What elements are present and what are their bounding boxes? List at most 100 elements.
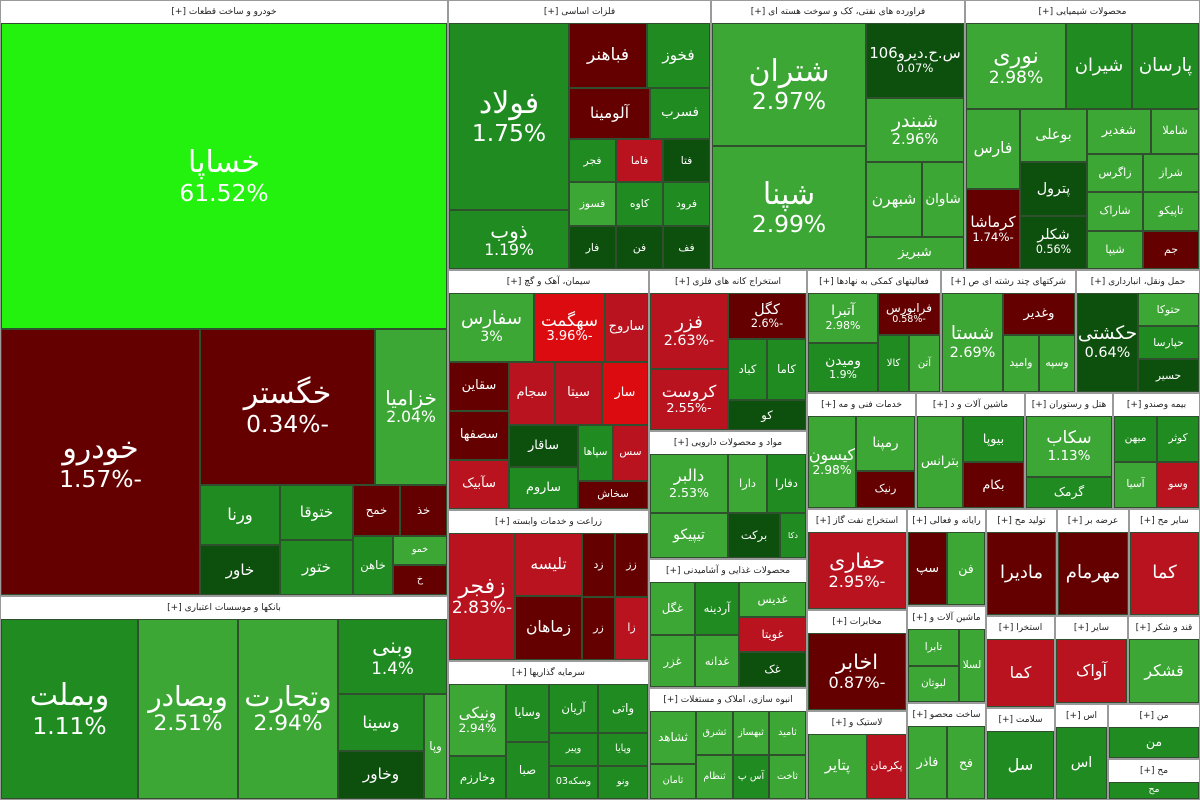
stock-tile[interactable]: ثنظام xyxy=(696,755,733,799)
stock-tile[interactable]: ثبهساز xyxy=(733,711,769,755)
stock-tile[interactable]: فن xyxy=(947,532,985,605)
stock-tile[interactable]: ثامان xyxy=(650,764,696,799)
stock-tile[interactable]: فتا xyxy=(663,139,710,182)
stock-tile[interactable]: دکا xyxy=(780,513,806,558)
stock-tile[interactable]: کما xyxy=(1130,532,1199,615)
stock-tile[interactable]: شکلر 0.56% xyxy=(1020,216,1087,269)
sector-header[interactable]: سیمان، آهک و گچ [+] xyxy=(449,271,648,294)
stock-tile[interactable]: زفجر -2.83% xyxy=(449,533,515,660)
stock-tile[interactable]: شبهرن xyxy=(866,162,922,237)
stock-tile[interactable]: شراز xyxy=(1143,154,1199,192)
stock-tile[interactable]: وسکه03 xyxy=(549,766,598,799)
stock-tile[interactable]: غزر xyxy=(650,635,695,687)
stock-tile[interactable]: صبا xyxy=(506,742,549,799)
stock-tile[interactable]: سجام xyxy=(509,362,555,425)
stock-tile[interactable]: شبندر 2.96% xyxy=(866,98,964,162)
stock-tile[interactable]: قشکر xyxy=(1129,639,1199,703)
stock-tile[interactable]: فزر -2.63% xyxy=(650,293,728,369)
stock-tile[interactable]: آسیا xyxy=(1114,462,1157,508)
stock-tile[interactable]: فاذر xyxy=(908,726,947,799)
stock-tile[interactable]: سل xyxy=(987,731,1054,799)
stock-tile[interactable]: سپ xyxy=(908,532,947,605)
stock-tile[interactable]: وسایا xyxy=(506,684,549,742)
stock-tile[interactable]: حکشتی 0.64% xyxy=(1077,293,1138,392)
sector-header[interactable]: هتل و رستوران [+] xyxy=(1026,394,1112,417)
stock-tile[interactable]: آلومینا xyxy=(569,88,650,139)
stock-tile[interactable]: نوری 2.98% xyxy=(966,23,1066,109)
stock-tile[interactable]: ورنا xyxy=(200,485,280,545)
stock-tile[interactable]: فرابورس -0.58% xyxy=(878,293,940,335)
stock-tile[interactable]: وبصادر 2.51% xyxy=(138,619,238,799)
stock-tile[interactable]: خودرو -1.57% xyxy=(1,329,200,595)
stock-tile[interactable]: پتایر xyxy=(808,734,867,799)
stock-tile[interactable]: حفاری -2.95% xyxy=(808,532,906,609)
stock-tile[interactable]: مادیرا xyxy=(987,532,1056,615)
stock-tile[interactable]: زد xyxy=(582,533,615,597)
stock-tile[interactable]: پترول xyxy=(1020,162,1087,216)
sector-header[interactable]: حمل ونقل، انبارداری [+] xyxy=(1077,271,1199,294)
stock-tile[interactable]: زاگرس xyxy=(1087,154,1143,192)
sector-header[interactable]: فراورده های نفتی، کک و سوخت هسته ای [+] xyxy=(712,1,964,24)
stock-tile[interactable]: آتبرا 2.98% xyxy=(808,293,878,343)
stock-tile[interactable]: غگل xyxy=(650,582,695,635)
stock-tile[interactable]: حتوکا xyxy=(1138,293,1199,326)
stock-tile[interactable]: بیوپا xyxy=(963,416,1024,462)
stock-tile[interactable]: فح xyxy=(947,726,985,799)
stock-tile[interactable]: زماهان xyxy=(515,596,582,660)
stock-tile[interactable]: گرمک xyxy=(1026,477,1112,508)
stock-tile[interactable]: فرود xyxy=(663,182,710,226)
stock-tile[interactable]: کوثر xyxy=(1157,416,1199,462)
stock-tile[interactable]: وپا xyxy=(424,694,447,799)
stock-tile[interactable]: شبریز xyxy=(866,237,964,269)
sector-header[interactable]: اس [+] xyxy=(1056,705,1107,728)
stock-tile[interactable]: فارس xyxy=(966,109,1020,189)
stock-tile[interactable]: شتران 2.97% xyxy=(712,23,866,146)
stock-tile[interactable]: سپاها xyxy=(578,425,613,481)
stock-tile[interactable]: وپیر xyxy=(549,733,598,766)
stock-tile[interactable]: تیپیکو xyxy=(650,513,728,558)
stock-tile[interactable]: وخارزم xyxy=(449,756,506,799)
stock-tile[interactable]: سصفها xyxy=(449,411,509,460)
stock-tile[interactable]: سار xyxy=(602,362,648,425)
stock-tile[interactable]: حسیر xyxy=(1138,359,1199,392)
stock-tile[interactable]: آریان xyxy=(549,684,598,733)
stock-tile[interactable]: وبملت 1.11% xyxy=(1,619,138,799)
stock-tile[interactable]: کرماشا -1.74% xyxy=(966,189,1020,269)
sector-header[interactable]: استخرا [+] xyxy=(987,617,1054,640)
stock-tile[interactable]: کو xyxy=(728,400,806,430)
stock-tile[interactable]: آس پ xyxy=(733,755,769,799)
stock-tile[interactable]: شاراک xyxy=(1087,192,1143,231)
stock-tile[interactable]: فجر xyxy=(569,139,616,182)
stock-tile[interactable]: کباد xyxy=(728,339,767,400)
stock-tile[interactable]: کاما xyxy=(767,339,806,400)
stock-tile[interactable]: خگستر -0.34% xyxy=(200,329,375,485)
stock-tile[interactable]: ونیکی 2.94% xyxy=(449,684,506,756)
stock-tile[interactable]: ساروم xyxy=(509,467,578,509)
stock-tile[interactable]: وغدیر xyxy=(1003,293,1075,335)
stock-tile[interactable]: غدیس xyxy=(739,582,806,617)
stock-tile[interactable]: من xyxy=(1109,727,1199,758)
stock-tile[interactable]: پارسان xyxy=(1132,23,1199,109)
stock-tile[interactable]: جم xyxy=(1143,231,1199,269)
sector-header[interactable]: سایر [+] xyxy=(1056,617,1127,640)
stock-tile[interactable]: رنیک xyxy=(856,471,915,508)
stock-tile[interactable]: شاوان xyxy=(922,162,964,237)
sector-header[interactable]: مواد و محصولات دارویی [+] xyxy=(650,432,806,455)
stock-tile[interactable]: فولاد 1.75% xyxy=(449,23,569,210)
stock-tile[interactable]: حپارسا xyxy=(1138,326,1199,359)
stock-tile[interactable]: شیران xyxy=(1066,23,1132,109)
stock-tile[interactable]: کیسون 2.98% xyxy=(808,416,856,508)
stock-tile[interactable]: کروست -2.55% xyxy=(650,369,728,430)
stock-tile[interactable]: دالبر 2.53% xyxy=(650,454,728,513)
stock-tile[interactable]: غک xyxy=(739,652,806,687)
stock-tile[interactable]: سفارس 3% xyxy=(449,293,534,362)
stock-tile[interactable]: ثاخت xyxy=(769,755,806,799)
stock-tile[interactable]: وسو xyxy=(1157,462,1199,508)
stock-tile[interactable]: تاپیکو xyxy=(1143,192,1199,231)
stock-tile[interactable]: شغدیر xyxy=(1087,109,1151,154)
stock-tile[interactable]: میهن xyxy=(1114,416,1157,462)
sector-header[interactable]: سایر مح [+] xyxy=(1130,510,1199,533)
stock-tile[interactable]: غویتا xyxy=(739,617,806,652)
stock-tile[interactable]: تابرا xyxy=(908,629,959,666)
stock-tile[interactable]: س.ح.دیرو106 0.07% xyxy=(866,23,964,98)
